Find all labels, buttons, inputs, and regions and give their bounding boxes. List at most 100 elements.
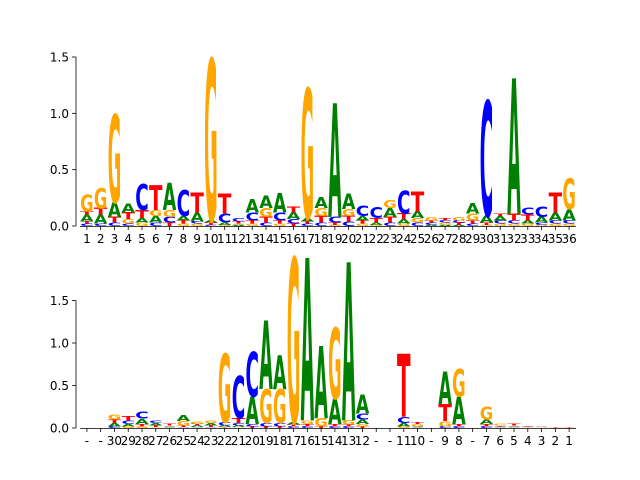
svg-text:T: T [507, 423, 521, 426]
logo-letter-T: T [438, 401, 452, 428]
logo-letter-G: G [273, 382, 287, 435]
logo-letter-C: C [163, 216, 177, 225]
x-tick-label: 23 [203, 434, 218, 448]
svg-text:C: C [273, 210, 287, 223]
svg-text:T: T [273, 220, 287, 225]
x-tick-label: 20 [245, 434, 260, 448]
logo-letter-A: A [314, 194, 328, 212]
logo-letter-T: T [287, 223, 301, 226]
x-tick-label: 24 [396, 232, 411, 246]
svg-text:A: A [411, 210, 425, 221]
svg-text:T: T [369, 217, 382, 224]
logo-letter-G: G [493, 423, 506, 426]
svg-text:T: T [493, 213, 507, 216]
svg-text:G: G [493, 423, 506, 426]
svg-text:C: C [356, 413, 369, 422]
svg-text:G: G [383, 199, 396, 211]
svg-text:T: T [121, 211, 135, 222]
svg-text:A: A [163, 176, 177, 220]
svg-text:T: T [493, 426, 507, 427]
svg-text:C: C [190, 427, 203, 428]
svg-text:A: A [397, 422, 411, 427]
svg-text:G: G [356, 223, 370, 227]
svg-text:T: T [397, 212, 411, 221]
logo-letter-T: T [232, 221, 246, 224]
logo-letter-A: A [190, 425, 204, 428]
svg-text:G: G [425, 216, 439, 221]
svg-text:C: C [356, 203, 370, 219]
logo-letter-T: T [411, 186, 425, 218]
logo-letter-C: C [204, 225, 217, 227]
svg-text:G: G [438, 420, 452, 428]
logo-letter-G: G [562, 223, 576, 227]
svg-text:C: C [369, 204, 383, 222]
logo-letter-A: A [356, 419, 369, 426]
svg-text:T: T [549, 187, 563, 219]
svg-text:T: T [163, 423, 177, 426]
svg-text:A: A [245, 389, 259, 433]
logo-letter-A: A [314, 326, 327, 442]
logo-letter-C: C [135, 178, 149, 219]
svg-text:T: T [480, 423, 494, 427]
x-tick-label: 10 [410, 434, 425, 448]
logo-letter-C: C [108, 426, 122, 429]
svg-text:T: T [507, 212, 521, 223]
logo-letter-A: A [232, 425, 246, 428]
logo-letter-G: G [190, 421, 203, 425]
x-tick-label: 11 [217, 232, 232, 246]
svg-text:A: A [438, 225, 452, 227]
svg-text:G: G [397, 223, 411, 227]
logo-letter-T: T [549, 427, 563, 428]
logo-letter-G: G [314, 416, 328, 429]
svg-text:T: T [177, 220, 191, 225]
logo-letter-C: C [190, 221, 204, 225]
svg-text:A: A [328, 74, 342, 255]
svg-text:T: T [411, 186, 425, 218]
svg-text:C: C [245, 210, 259, 223]
logo-letter-G: G [356, 423, 369, 427]
logo-letter-T: T [108, 419, 122, 424]
logo-letter-G: G [480, 404, 494, 425]
logo-letter-C: C [328, 426, 342, 429]
svg-text:A: A [425, 225, 439, 227]
y-tick-label: 0.0 [50, 220, 69, 234]
logo-letter-G: G [204, 16, 217, 273]
logo-letter-T: T [521, 426, 535, 427]
logo-letter-T: T [94, 206, 108, 217]
x-tick-label: 23 [382, 232, 397, 246]
logo-letter-C: C [356, 203, 370, 219]
logo-letter-C: C [80, 223, 94, 227]
logo-letter-T: T [273, 426, 287, 429]
logo-letter-A: A [273, 189, 287, 220]
logo-letter-A: A [356, 215, 371, 222]
svg-text:C: C [452, 220, 466, 224]
x-tick-label: 2 [552, 434, 560, 448]
logo-letter-G: G [452, 216, 466, 221]
svg-text:C: C [328, 426, 342, 429]
logo-letter-G: G [149, 427, 162, 428]
svg-text:G: G [301, 53, 314, 260]
svg-text:A: A [135, 217, 150, 224]
logo-letter-T: T [190, 187, 204, 219]
x-tick-label: 20 [341, 232, 356, 246]
logo-letter-C: C [259, 422, 272, 427]
logo-letter-T: T [356, 220, 370, 225]
svg-text:G: G [535, 225, 549, 227]
logo-letter-A: A [94, 212, 108, 227]
svg-text:C: C [301, 223, 315, 227]
x-tick-label: 29 [121, 434, 136, 448]
logo-letter-T: T [301, 423, 315, 427]
logo-letter-G: G [369, 225, 383, 227]
svg-text:A: A [121, 201, 135, 216]
svg-text:G: G [493, 223, 507, 227]
logo-letter-C: C [287, 218, 301, 225]
logo-letter-T: T [121, 211, 135, 222]
svg-text:G: G [301, 420, 315, 425]
svg-text:C: C [466, 223, 480, 227]
svg-text:C: C [301, 426, 315, 429]
svg-text:A: A [149, 215, 163, 226]
svg-text:G: G [108, 92, 121, 232]
x-tick-label: 22 [369, 232, 384, 246]
svg-text:G: G [273, 223, 287, 227]
svg-text:T: T [177, 425, 191, 428]
